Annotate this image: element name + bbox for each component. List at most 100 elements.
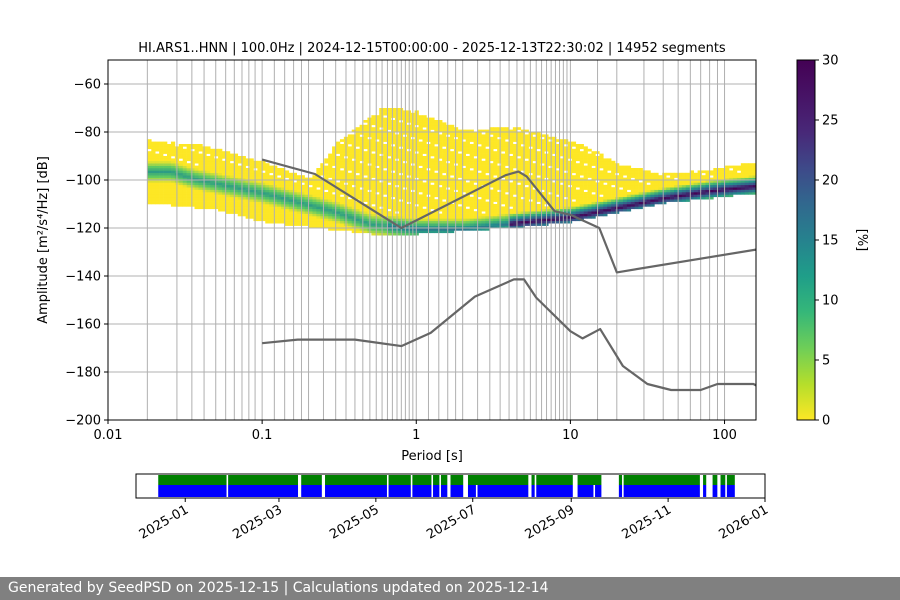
heatmap-cell — [677, 196, 683, 200]
heatmap-cell — [481, 172, 486, 176]
heatmap-cell — [658, 177, 663, 181]
heatmap-cell — [532, 216, 537, 219]
heatmap-cell — [563, 175, 569, 178]
heatmap-cell — [516, 192, 522, 195]
heatmap-cell — [257, 163, 262, 166]
heatmap-cell — [222, 180, 227, 183]
heatmap-cell — [650, 192, 655, 195]
heatmap-cell — [359, 124, 364, 128]
heatmap-cell — [387, 110, 392, 114]
heatmap-cell — [560, 153, 565, 157]
heatmap-cell — [634, 196, 639, 200]
heatmap-cell — [477, 158, 482, 162]
heatmap-cell — [359, 220, 364, 224]
heatmap-cell — [351, 139, 356, 142]
heatmap-cell — [167, 175, 172, 178]
heatmap-cell — [599, 208, 604, 212]
heatmap-cell — [505, 151, 510, 154]
heatmap-cell — [332, 220, 337, 224]
heatmap-cell — [540, 177, 545, 181]
heatmap-cell — [552, 206, 557, 210]
heatmap-cell — [473, 177, 478, 181]
heatmap-cell — [332, 148, 337, 152]
heatmap-cell — [222, 184, 227, 188]
heatmap-cell — [387, 180, 392, 183]
heatmap-cell — [650, 194, 655, 198]
heatmap-cell — [253, 204, 258, 207]
heatmap-cell — [304, 213, 309, 217]
heatmap-cell — [752, 168, 756, 171]
heatmap-cell — [681, 199, 687, 202]
heatmap-cell — [300, 189, 305, 193]
heatmap-cell — [359, 223, 364, 226]
heatmap-cell — [379, 122, 384, 126]
heatmap-cell — [422, 160, 427, 164]
heatmap-cell — [253, 177, 258, 181]
heatmap-cell — [634, 189, 639, 193]
heatmap-cell — [194, 146, 199, 150]
heatmap-cell — [292, 189, 297, 193]
heatmap-cell — [626, 192, 632, 195]
heatmap-cell — [273, 184, 278, 188]
heatmap-cell — [449, 156, 455, 159]
heatmap-cell — [336, 165, 341, 169]
heatmap-cell — [155, 201, 160, 205]
heatmap-cell — [599, 196, 604, 200]
heatmap-cell — [418, 223, 423, 226]
heatmap-cell — [489, 165, 494, 169]
heatmap-cell — [563, 213, 569, 217]
heatmap-cell — [481, 139, 486, 142]
heatmap-cell — [218, 172, 223, 176]
heatmap-cell — [512, 144, 518, 147]
heatmap-cell — [685, 194, 691, 198]
heatmap-cell — [210, 148, 215, 152]
heatmap-cell — [182, 192, 187, 195]
heatmap-cell — [622, 187, 628, 190]
heatmap-cell — [516, 132, 522, 135]
heatmap-cell — [182, 175, 187, 178]
heatmap-cell — [218, 180, 223, 183]
heatmap-cell — [449, 184, 455, 188]
heatmap-cell — [163, 144, 168, 147]
heatmap-cell — [485, 177, 490, 181]
heatmap-cell — [245, 172, 250, 176]
heatmap-cell — [167, 146, 172, 150]
heatmap-cell — [548, 136, 553, 140]
heatmap-cell — [473, 141, 478, 145]
heatmap-cell — [292, 182, 297, 186]
heatmap-cell — [347, 216, 353, 219]
heatmap-cell — [689, 189, 694, 193]
heatmap-cell — [611, 168, 616, 171]
heatmap-cell — [477, 168, 482, 171]
heatmap-cell — [371, 120, 376, 123]
heatmap-cell — [457, 228, 463, 231]
heatmap-cell — [332, 158, 337, 162]
heatmap-cell — [563, 180, 569, 183]
heatmap-cell — [516, 160, 522, 164]
heatmap-cell — [170, 175, 176, 178]
heatmap-cell — [677, 177, 683, 181]
heatmap-cell — [280, 199, 286, 202]
heatmap-cell — [359, 168, 364, 171]
heatmap-cell — [229, 182, 235, 186]
heatmap-cell — [516, 144, 522, 147]
heatmap-cell — [449, 213, 455, 217]
heatmap-cell — [206, 151, 211, 154]
heatmap-cell — [257, 189, 262, 193]
heatmap-cell — [438, 170, 443, 174]
heatmap-cell — [579, 187, 584, 190]
heatmap-cell — [194, 160, 199, 164]
heatmap-cell — [548, 211, 553, 214]
heatmap-cell — [442, 225, 447, 229]
heatmap-cell — [670, 184, 675, 188]
heatmap-cell — [658, 180, 663, 183]
heatmap-cell — [277, 220, 282, 224]
heatmap-cell — [249, 204, 254, 207]
heatmap-cell — [387, 148, 392, 152]
heatmap-cell — [269, 196, 274, 200]
heatmap-cell — [253, 216, 258, 219]
heatmap-cell — [206, 196, 211, 200]
heatmap-cell — [563, 184, 569, 188]
heatmap-cell — [210, 165, 215, 169]
